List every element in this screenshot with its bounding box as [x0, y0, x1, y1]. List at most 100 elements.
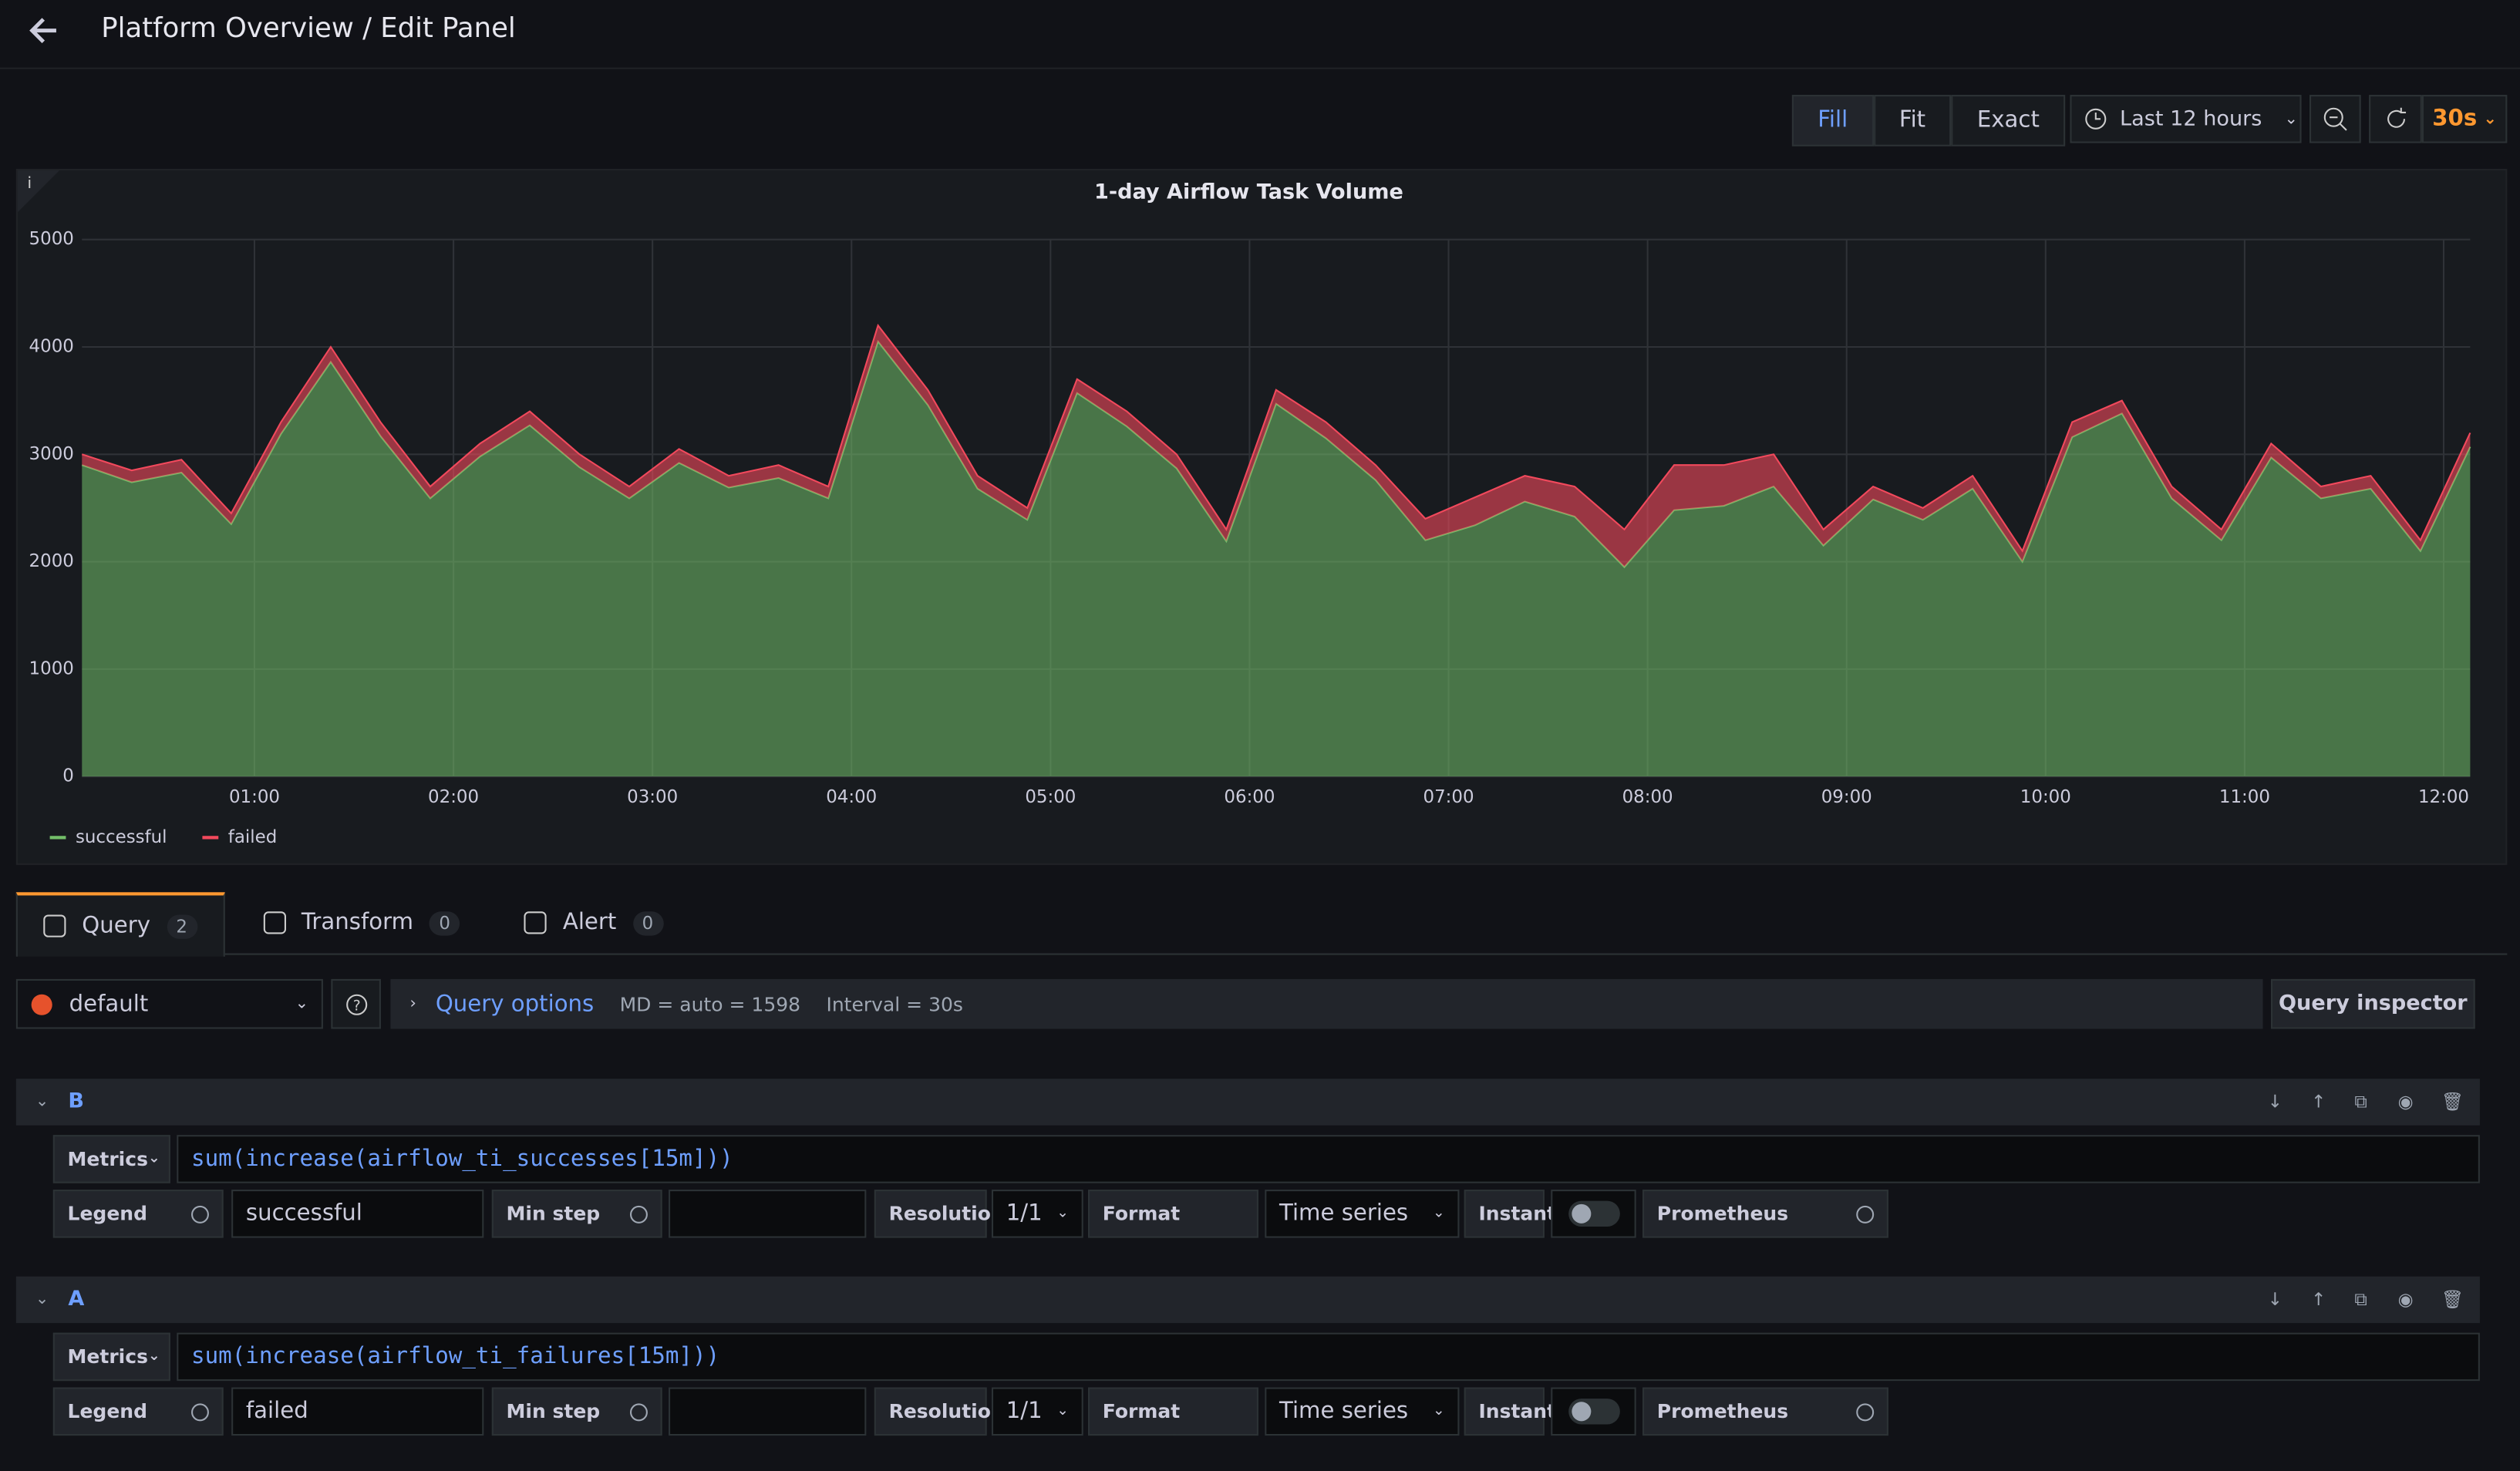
instant-label: Instant	[1464, 1190, 1545, 1238]
resolution-label-text: Resolution	[889, 1203, 1005, 1225]
tab[interactable]: Transform 0	[238, 892, 486, 953]
x-tick-label: 10:00	[2020, 787, 2071, 807]
query-action[interactable]: ↓	[2268, 1091, 2287, 1113]
resolution-select[interactable]: 1/1⌄	[992, 1190, 1083, 1238]
legend-input[interactable]: successful	[231, 1190, 483, 1238]
toggle[interactable]	[1568, 1201, 1620, 1227]
metrics-text: Metrics	[68, 1345, 148, 1368]
toggle-knob	[1572, 1402, 1591, 1421]
query-actions: ↓ ↑ ⧉ ◉ 🗑	[2268, 1091, 2461, 1113]
query-action[interactable]: ◉	[2398, 1091, 2417, 1113]
query-inspector-button[interactable]: Query inspector	[2271, 979, 2475, 1029]
instant-label-text: Instant	[1478, 1400, 1556, 1422]
metrics-label[interactable]: Metrics⌄	[53, 1135, 170, 1183]
view-mode-button[interactable]: Exact	[1951, 95, 2065, 146]
instant-toggle[interactable]	[1551, 1190, 1636, 1238]
chart: i 1-day Airflow Task Volume 010002000300…	[18, 170, 2509, 867]
legend-label[interactable]: failed	[228, 827, 278, 847]
instant-label-text: Instant	[1478, 1203, 1556, 1225]
min-step-input[interactable]	[669, 1190, 866, 1238]
query-action[interactable]: ◉	[2398, 1288, 2417, 1311]
chevron: ⌄	[148, 1151, 160, 1167]
top-bar: Platform Overview / Edit Panel	[0, 0, 2520, 69]
resolution-label: Resolution	[874, 1190, 987, 1238]
tab-divider	[16, 954, 2508, 955]
metrics-label[interactable]: Metrics⌄	[53, 1333, 170, 1382]
refresh-button[interactable]	[2369, 95, 2422, 143]
x-tick-label: 03:00	[627, 787, 678, 807]
query-options[interactable]: Query options	[436, 991, 594, 1017]
info-icon	[191, 1402, 209, 1420]
query-action[interactable]: 🗑	[2441, 1091, 2461, 1113]
instant-toggle[interactable]	[1551, 1388, 1636, 1436]
format-select[interactable]: Time series⌄	[1265, 1388, 1459, 1436]
source-label-text: Prometheus	[1657, 1400, 1788, 1422]
back-button[interactable]	[25, 13, 61, 49]
zoom-out-button[interactable]	[2309, 95, 2361, 143]
format-select[interactable]: Time series⌄	[1265, 1190, 1459, 1238]
source-label: Prometheus	[1642, 1190, 1888, 1238]
metrics-text: Metrics	[68, 1148, 148, 1170]
min-step-input[interactable]	[669, 1388, 866, 1436]
tab-count: 0	[430, 911, 460, 934]
query-action[interactable]: ↑	[2311, 1288, 2330, 1311]
info-icon	[1856, 1205, 1874, 1223]
instant-label: Instant	[1464, 1388, 1545, 1436]
help-button[interactable]: ?	[331, 979, 381, 1029]
legend-label-text: Legend	[68, 1203, 147, 1225]
x-tick-label: 12:00	[2418, 787, 2469, 807]
tab-bar: Query2 Transform 0 Alert0	[16, 892, 689, 953]
query-expression[interactable]: sum(increase(airflow_ti_successes[15m]))	[177, 1135, 2480, 1183]
interval: Interval = 30s	[826, 993, 963, 1015]
query-ref: B	[68, 1090, 84, 1114]
resolution-select[interactable]: 1/1⌄	[992, 1388, 1083, 1436]
chevron: ⌄	[1433, 1403, 1445, 1419]
legend-label[interactable]: successful	[76, 827, 167, 847]
datasource-name: default	[69, 991, 149, 1017]
chevron: ⌄	[148, 1348, 160, 1365]
x-tick-label: 05:00	[1025, 787, 1076, 807]
view-mode-button[interactable]: Fill	[1792, 95, 1874, 146]
x-tick-label: 04:00	[826, 787, 877, 807]
query-options-bar[interactable]: › Query options MD = auto = 1598 Interva…	[390, 979, 2262, 1029]
min-step-label: Min step	[492, 1388, 662, 1436]
view-mode-group: FillFitExact	[1792, 95, 2065, 143]
legend-label: Legend	[53, 1190, 224, 1238]
chevron: ⌄	[1056, 1206, 1069, 1222]
query-action[interactable]: ⧉	[2354, 1288, 2373, 1311]
legend-label-text: Legend	[68, 1400, 147, 1422]
query-action[interactable]: ↑	[2311, 1091, 2330, 1113]
tab-icon	[263, 911, 285, 934]
min-step-label: Min step	[492, 1190, 662, 1238]
format-label-text: Format	[1103, 1203, 1180, 1225]
datasource-picker[interactable]: default⌄	[16, 979, 323, 1029]
query-ref: A	[68, 1288, 84, 1311]
x-tick-label: 02:00	[428, 787, 479, 807]
legend-input-text: successful	[246, 1201, 362, 1227]
legend-input-text: failed	[246, 1399, 308, 1424]
y-tick-label: 1000	[29, 658, 74, 678]
resolution-label: Resolution	[874, 1388, 987, 1436]
y-tick-label: 4000	[29, 336, 74, 356]
refresh-interval-text: 30s	[2432, 106, 2477, 132]
collapse-icon[interactable]: ⌄	[35, 1093, 49, 1111]
tab-count: 2	[167, 914, 197, 937]
refresh-interval[interactable]: 30s⌄	[2422, 95, 2507, 143]
query-action[interactable]: ⧉	[2354, 1091, 2373, 1113]
query-action[interactable]: ↓	[2268, 1288, 2287, 1311]
legend-input[interactable]: failed	[231, 1388, 483, 1436]
query-expression[interactable]: sum(increase(airflow_ti_failures[15m]))	[177, 1333, 2480, 1382]
tab[interactable]: Query2	[16, 892, 224, 956]
tab-label: Transform	[302, 910, 413, 935]
view-mode-button[interactable]: Fit	[1874, 95, 1952, 146]
svg-text:i: i	[27, 173, 32, 192]
tab[interactable]: Alert0	[498, 892, 689, 953]
query-action[interactable]: 🗑	[2441, 1288, 2461, 1311]
collapse-icon[interactable]: ⌄	[35, 1291, 49, 1308]
toggle[interactable]	[1568, 1399, 1620, 1424]
time-picker[interactable]: Last 12 hours⌄	[2070, 95, 2301, 143]
legend-label: Legend	[53, 1388, 224, 1436]
chart-title: 1-day Airflow Task Volume	[1094, 180, 1403, 204]
